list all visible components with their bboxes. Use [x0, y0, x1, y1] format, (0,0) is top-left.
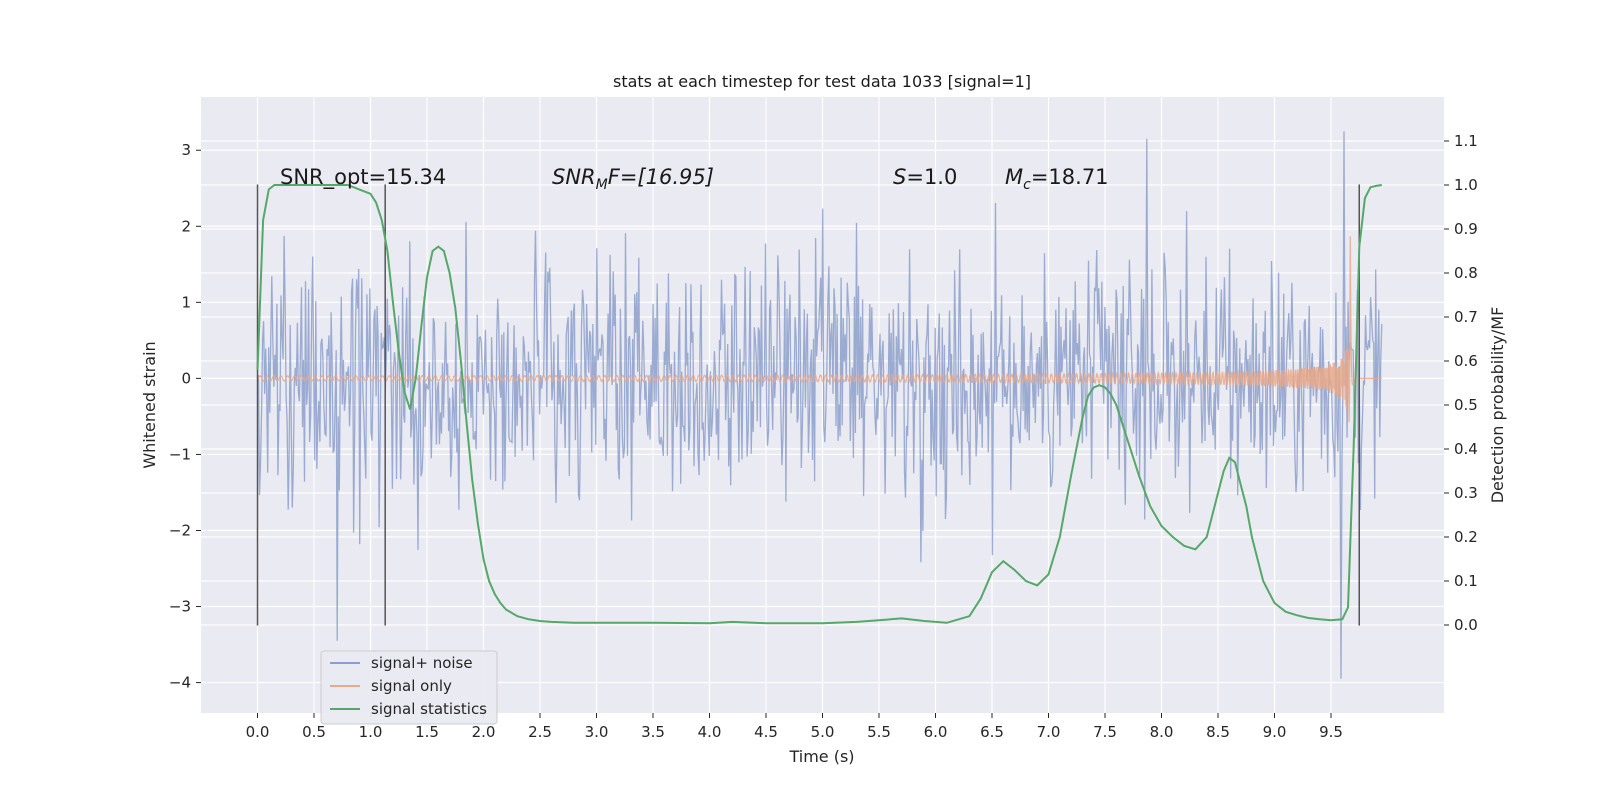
y-right-tick-label: 0.3 [1454, 484, 1478, 502]
y-right-tick-label: 0.7 [1454, 308, 1478, 326]
series-signal-statistics [256, 184, 1382, 625]
annotation-snr-opt: SNR_opt=15.34 [280, 165, 446, 190]
x-tick-label: 8.0 [1150, 723, 1174, 741]
y-right-tick-label: 0.9 [1454, 220, 1478, 238]
x-axis-label: Time (s) [788, 747, 854, 766]
y-axis-right-label: Detection probability/MF [1488, 307, 1507, 504]
annotation-s: S=1.0 [893, 165, 957, 189]
x-tick-label: 7.0 [1037, 723, 1061, 741]
y-right-tick-label: 1.1 [1454, 132, 1478, 150]
signal-only-trace [256, 236, 1382, 423]
y-left-tick-label: −1 [169, 445, 191, 463]
x-tick-label: 6.0 [924, 723, 948, 741]
y-right-tick-label: 0.0 [1454, 616, 1478, 634]
y-left-tick-label: 3 [181, 141, 191, 159]
signal-noise-trace [256, 131, 1383, 679]
x-tick-label: 7.5 [1093, 723, 1117, 741]
annotation-mc: Mc=18.71 [1005, 165, 1109, 193]
x-tick-label: 2.5 [528, 723, 552, 741]
legend-label-signal-only: signal only [371, 677, 452, 695]
x-tick-label: 4.0 [698, 723, 722, 741]
x-axis-ticks: 0.0 0.5 1.0 1.5 2.0 2.5 3.0 3.5 4.0 4.5 5.0 5.5 6.0 6… [246, 713, 1343, 741]
y-left-tick-label: 2 [181, 217, 191, 235]
legend-label-signal-statistics: signal statistics [371, 700, 487, 718]
y-right-tick-label: 0.5 [1454, 396, 1478, 414]
y-left-tick-label: −4 [169, 674, 191, 692]
y-left-tick-label: −2 [169, 521, 191, 539]
x-tick-label: 5.5 [867, 723, 891, 741]
legend-box [320, 650, 498, 725]
y-right-tick-label: 0.4 [1454, 440, 1478, 458]
signal-statistics-line [256, 184, 1382, 625]
y-right-tick-label: 0.1 [1454, 572, 1478, 590]
x-tick-label: 4.5 [754, 723, 778, 741]
y-left-tick-label: 1 [181, 293, 191, 311]
x-tick-label: 1.0 [359, 723, 383, 741]
x-tick-label: 3.0 [585, 723, 609, 741]
y-axis-left-label: Whitened strain [140, 341, 159, 468]
chart-title: stats at each timestep for test data 103… [613, 72, 1031, 91]
y-right-tick-label: 0.8 [1454, 264, 1478, 282]
x-tick-label: 1.5 [415, 723, 439, 741]
y-axis-left-ticks: 3 2 1 0 −1 −2 −3 −4 [169, 141, 201, 692]
y-left-tick-label: 0 [181, 369, 191, 387]
x-tick-label: 2.0 [472, 723, 496, 741]
x-tick-label: 6.5 [980, 723, 1004, 741]
x-tick-label: 5.0 [811, 723, 835, 741]
series-signal-only [256, 236, 1382, 423]
legend: signal+ noise signal only signal statist… [320, 650, 498, 725]
y-axis-right-ticks: 1.1 1.0 0.9 0.8 0.7 0.6 0.5 0.4 0.3 0.2 0.1 0.0 [1444, 132, 1478, 634]
annotation-snr-mf: SNRMF=[16.95] [552, 165, 714, 193]
x-tick-label: 9.0 [1263, 723, 1287, 741]
x-tick-label: 0.5 [302, 723, 326, 741]
legend-label-signal-noise: signal+ noise [371, 654, 473, 672]
x-tick-label: 8.5 [1206, 723, 1230, 741]
y-left-tick-label: −3 [169, 598, 191, 616]
x-tick-label: 9.5 [1319, 723, 1343, 741]
x-tick-label: 0.0 [246, 723, 270, 741]
series-signal-noise [256, 131, 1383, 679]
y-right-tick-label: 1.0 [1454, 176, 1478, 194]
x-tick-label: 3.5 [641, 723, 665, 741]
y-right-tick-label: 0.2 [1454, 528, 1478, 546]
y-right-tick-label: 0.6 [1454, 352, 1478, 370]
